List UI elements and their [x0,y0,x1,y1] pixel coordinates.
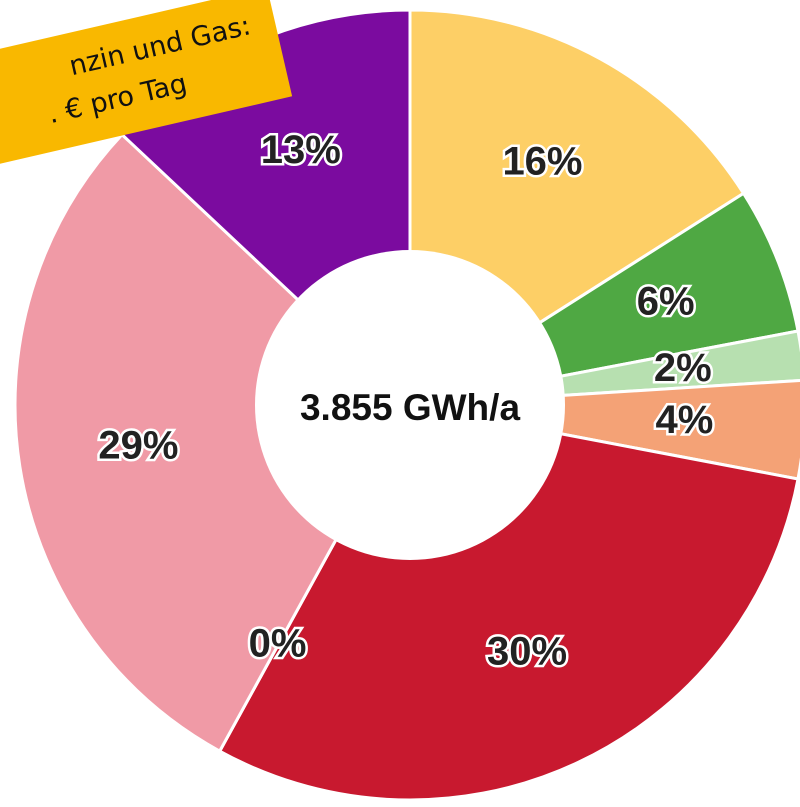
data-label: 30% [487,629,567,673]
data-label: 4% [656,398,714,442]
center-label: 3.855 GWh/a [300,387,520,428]
data-label: 6% [637,279,695,323]
annotation: nzin und Gas: . € pro Tag [0,0,293,168]
slice [13,132,412,754]
donut-hole [255,250,565,560]
data-label: 2% [654,346,712,390]
data-label: 16% [502,140,582,184]
annotation-box [0,0,293,168]
data-label: 0% [249,622,307,666]
data-label: 13% [261,128,341,172]
data-label: 29% [98,424,178,468]
